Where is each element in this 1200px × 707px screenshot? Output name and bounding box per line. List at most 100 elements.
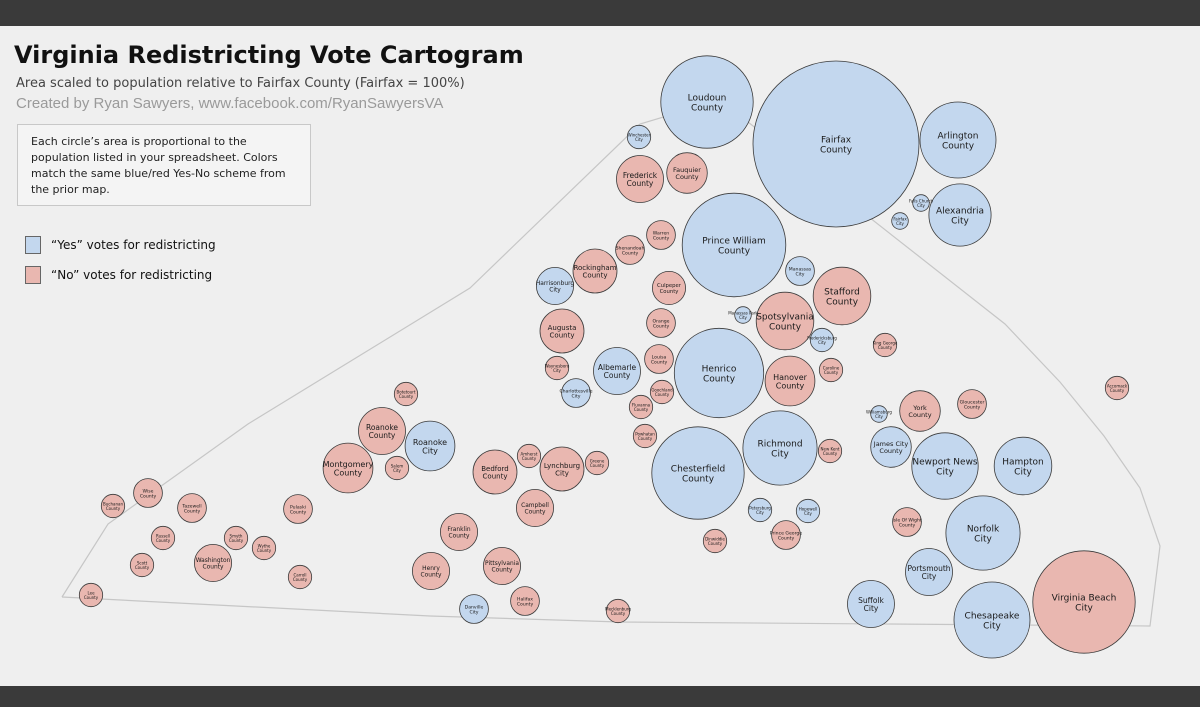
bubble-label: Henrico County xyxy=(702,365,737,385)
bubble-label: Halifax County xyxy=(517,596,534,607)
bubble-circle xyxy=(652,270,687,305)
bubble-label: Pulaski County xyxy=(290,504,307,515)
bubble-label: Prince William County xyxy=(702,237,766,257)
bubble-circle xyxy=(539,446,585,492)
bubble-roanoke-city: Roanoke City xyxy=(404,420,456,472)
bubble-alexandria-city: Alexandria City xyxy=(928,183,992,247)
bubble-label: Prince George County xyxy=(770,530,802,541)
bubble-label: Loudoun County xyxy=(688,94,727,114)
bubble-label: Chesterfield County xyxy=(671,465,725,485)
bubble-label: Stafford County xyxy=(824,288,860,308)
bubble-circle xyxy=(287,564,313,590)
bubble-label: Henry County xyxy=(421,566,442,579)
bubble-rockingham-county: Rockingham County xyxy=(572,248,618,294)
bubble-circle xyxy=(847,580,895,628)
bubble-washington-county: Washington County xyxy=(193,544,232,583)
state-outline xyxy=(61,99,1161,627)
bubble-label: Gloucester County xyxy=(960,399,985,410)
bubble-pittsylvania-county: Pittsylvania County xyxy=(482,547,521,586)
bubble-label: Manassas City xyxy=(789,266,812,277)
bubble-label: Suffolk City xyxy=(858,596,884,613)
bubble-circle xyxy=(911,432,979,500)
bubble-goochland-county: Goochland County xyxy=(649,379,675,405)
bubble-circle xyxy=(870,426,912,468)
bubble-scott-county: Scott County xyxy=(129,552,155,578)
bubble-roanoke-county: Roanoke County xyxy=(358,407,406,455)
bubble-circle xyxy=(404,420,456,472)
bubble-dinwiddie-county: Dinwiddie County xyxy=(702,528,728,554)
bubble-label: Virginia Beach City xyxy=(1052,594,1117,614)
bubble-circle xyxy=(177,493,207,523)
bubble-falls-church-city: Falls Church City xyxy=(909,194,934,212)
bubble-circle xyxy=(771,520,801,550)
bubble-circle xyxy=(812,266,872,326)
bubble-culpeper-county: Culpeper County xyxy=(652,270,687,305)
bubble-label: Portsmouth City xyxy=(907,564,950,581)
bubble-label: New Kent County xyxy=(821,446,840,455)
bubble-label: Fairfax City xyxy=(893,216,907,225)
bubble-circle xyxy=(660,55,754,149)
bubble-augusta-county: Augusta County xyxy=(539,308,585,354)
bubble-circle xyxy=(411,552,450,591)
bubble-arlington-county: Arlington County xyxy=(919,101,997,179)
bubble-label: Petersburg City xyxy=(749,505,771,514)
bubble-chesapeake-city: Chesapeake City xyxy=(953,581,1031,659)
bubble-circle xyxy=(795,498,821,524)
bubble-circle xyxy=(673,327,765,419)
bubble-label: Louisa County xyxy=(651,354,668,365)
bubble-label: Falls Church City xyxy=(909,198,934,207)
bubble-circle xyxy=(899,390,941,432)
bubble-virginia-beach-city: Virginia Beach City xyxy=(1032,550,1136,654)
bubble-circle xyxy=(536,266,575,305)
bubble-circle xyxy=(626,124,652,150)
legend-swatch-yes xyxy=(25,236,41,254)
bubble-circle xyxy=(742,410,818,486)
bubble-circle xyxy=(945,495,1021,571)
legend-swatch-no xyxy=(25,266,41,284)
bubble-hopewell-city: Hopewell City xyxy=(795,498,821,524)
bubble-label: Williamsburg City xyxy=(866,409,892,418)
bubble-label: Accomack County xyxy=(1107,383,1128,392)
bubble-circle xyxy=(283,494,313,524)
bubble-circle xyxy=(251,535,277,561)
chart-subtitle: Area scaled to population relative to Fa… xyxy=(16,76,465,91)
bubble-circle xyxy=(539,308,585,354)
bubble-label: Chesapeake City xyxy=(965,612,1020,632)
bubble-label: Frederick County xyxy=(623,171,658,188)
author-credit: Created by Ryan Sawyers, www.facebook.co… xyxy=(16,95,444,112)
bubble-label: Isle Of Wight County xyxy=(892,517,922,528)
bubble-loudoun-county: Loudoun County xyxy=(660,55,754,149)
bubble-label: Danville City xyxy=(465,604,484,615)
bubble-circle xyxy=(616,155,664,203)
bubble-amherst-county: Amherst County xyxy=(516,443,542,469)
bubble-waynesboro-city: Waynesboro City xyxy=(545,355,570,381)
bubble-winchester-city: Winchester City xyxy=(626,124,652,150)
bubble-circle xyxy=(764,355,816,407)
bubble-russell-county: Russell County xyxy=(150,525,176,551)
bubble-label: Norfolk City xyxy=(967,525,1000,545)
bubble-circle xyxy=(646,220,676,250)
bubble-label: Manassas Park City xyxy=(728,310,758,319)
bubble-label: Campbell County xyxy=(521,503,549,515)
bubble-circle xyxy=(628,394,654,420)
bubble-circle xyxy=(681,192,787,298)
bubble-label: Pittsylvania County xyxy=(485,561,519,574)
bubble-harrisonburg-city: Harrisonburg City xyxy=(536,266,575,305)
bubble-label: Spotsylvania County xyxy=(756,313,814,333)
bubble-label: Alexandria City xyxy=(936,207,984,227)
bubble-label: Hampton City xyxy=(1002,458,1044,478)
bubble-circle xyxy=(905,548,953,596)
bubble-circle xyxy=(752,60,920,228)
bubble-label: Bedford County xyxy=(481,465,509,481)
bubble-caroline-county: Caroline County xyxy=(818,357,844,383)
bubble-circle xyxy=(872,332,898,358)
bubble-label: Wythe County xyxy=(257,543,272,552)
bubble-label: Newport News City xyxy=(912,458,978,478)
bubble-label: Fluvanna County xyxy=(632,402,651,411)
bubble-label: Orange County xyxy=(653,318,670,329)
bubble-circle xyxy=(957,389,987,419)
bubble-circle xyxy=(384,455,410,481)
bubble-carroll-county: Carroll County xyxy=(287,564,313,590)
bubble-label: James City County xyxy=(873,440,909,455)
